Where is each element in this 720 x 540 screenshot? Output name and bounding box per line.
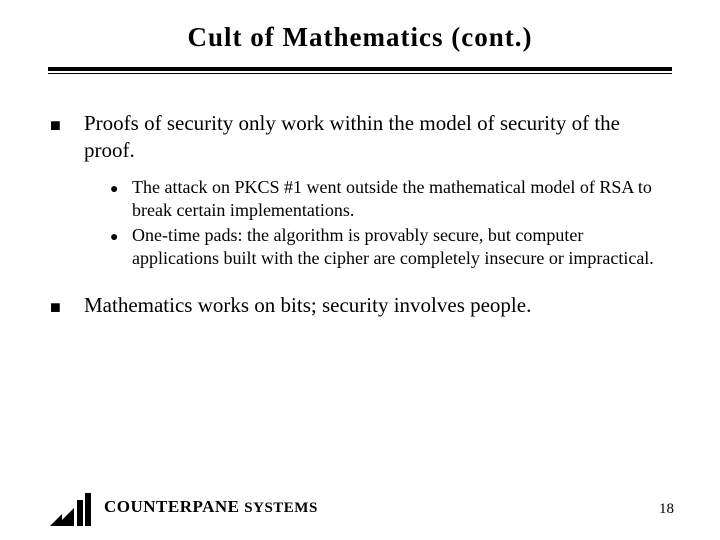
square-bullet-icon: ■ <box>50 292 84 320</box>
bullet-text: Mathematics works on bits; security invo… <box>84 292 670 320</box>
company-logo: COUNTERPANE SYSTEMS <box>50 488 318 526</box>
title-rule-thick <box>48 67 672 71</box>
logo-text: COUNTERPANE SYSTEMS <box>104 497 318 517</box>
bullet-level2: ● One-time pads: the algorithm is provab… <box>102 224 670 270</box>
sub-bullet-text: The attack on PKCS #1 went outside the m… <box>132 176 670 222</box>
sub-bullet-text: One-time pads: the algorithm is provably… <box>132 224 670 270</box>
square-bullet-icon: ■ <box>50 110 84 164</box>
slide-title: Cult of Mathematics (cont.) <box>50 22 670 53</box>
page-number: 18 <box>659 501 674 518</box>
bullet-level2: ● The attack on PKCS #1 went outside the… <box>102 176 670 222</box>
disc-bullet-icon: ● <box>102 224 132 270</box>
footer: COUNTERPANE SYSTEMS 18 <box>0 476 720 540</box>
bullet-text: Proofs of security only work within the … <box>84 110 670 164</box>
logo-suffix: SYSTEMS <box>244 500 318 516</box>
disc-bullet-icon: ● <box>102 176 132 222</box>
logo-mark-icon <box>50 488 94 526</box>
content-area: ■ Proofs of security only work within th… <box>50 74 670 320</box>
sub-bullet-group: ● The attack on PKCS #1 went outside the… <box>50 176 670 270</box>
bullet-level1: ■ Proofs of security only work within th… <box>50 110 670 164</box>
slide: Cult of Mathematics (cont.) ■ Proofs of … <box>0 0 720 540</box>
logo-company: COUNTERPANE <box>104 497 240 516</box>
bullet-level1: ■ Mathematics works on bits; security in… <box>50 292 670 320</box>
